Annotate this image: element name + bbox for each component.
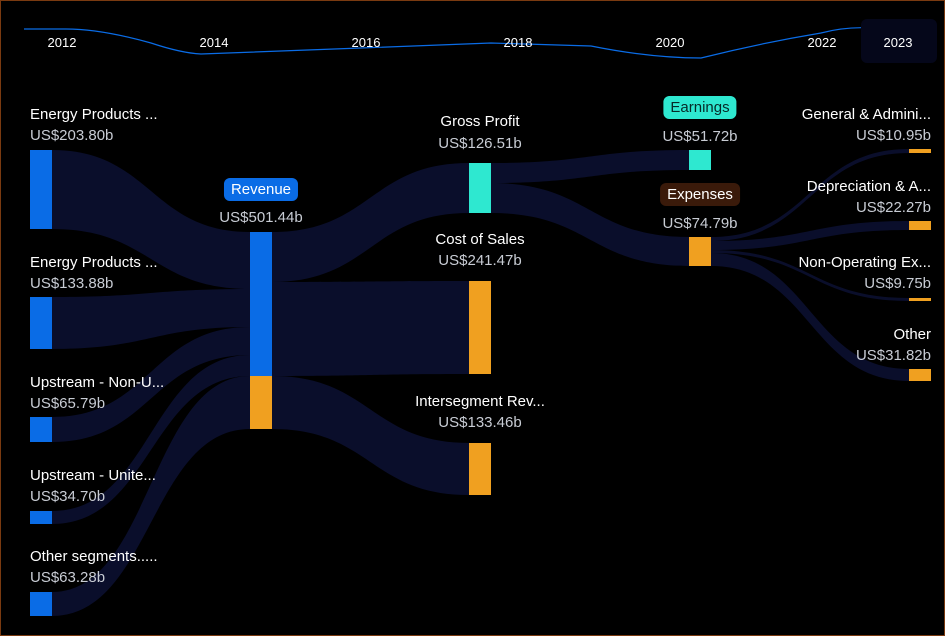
- flow-link: [711, 250, 909, 301]
- expense-item-value: US$9.75b: [864, 275, 931, 292]
- expense-item-node[interactable]: [909, 298, 931, 301]
- flow-link: [52, 150, 250, 289]
- intersegment-node[interactable]: [469, 443, 491, 495]
- source-node[interactable]: [30, 297, 52, 349]
- expense-item-node[interactable]: [909, 369, 931, 381]
- earnings-node[interactable]: [689, 150, 711, 170]
- revenue-pill: Revenue: [223, 178, 299, 201]
- expense-item-node[interactable]: [909, 221, 931, 230]
- year-2023[interactable]: 2023: [883, 35, 913, 50]
- source-label: Upstream - Non-U...: [30, 374, 165, 391]
- expense-item-node[interactable]: [909, 149, 931, 153]
- source-label: Other segments.....: [30, 548, 158, 565]
- flow-link: [52, 355, 250, 524]
- expense-item-label: General & Admini...: [801, 106, 931, 123]
- flow-links: [52, 149, 909, 616]
- source-value: US$34.70b: [30, 488, 106, 505]
- cost-of-sales-node[interactable]: [469, 281, 491, 374]
- gross-profit-value: US$126.51b: [438, 135, 522, 152]
- cost-of-sales-label: Cost of Sales: [435, 231, 525, 248]
- source-label: Energy Products ...: [30, 254, 158, 271]
- expense-item-value: US$10.95b: [855, 127, 931, 144]
- year-2016[interactable]: 2016: [351, 35, 381, 50]
- gross-profit-node[interactable]: [469, 163, 491, 213]
- intersegment-label: Intersegment Rev...: [415, 393, 545, 410]
- flow-link: [52, 376, 250, 616]
- source-label: Upstream - Unite...: [30, 467, 156, 484]
- source-value: US$63.28b: [30, 569, 106, 586]
- flow-link: [272, 163, 469, 282]
- expense-item-value: US$31.82b: [855, 347, 931, 364]
- flow-link: [272, 281, 469, 376]
- cost-of-sales-value: US$241.47b: [438, 252, 522, 269]
- expense-item-label: Depreciation & A...: [806, 178, 931, 195]
- flow-link: [711, 221, 909, 250]
- selected-year-highlight: [861, 19, 937, 63]
- flow-link: [52, 327, 250, 442]
- expense-item-label: Other: [893, 326, 931, 343]
- revenue-intersegment-node[interactable]: [250, 376, 272, 429]
- year-2018[interactable]: 2018: [503, 35, 533, 50]
- revenue-value: US$501.44b: [219, 209, 303, 226]
- revenue-node[interactable]: [250, 232, 272, 376]
- expenses-pill: Expenses: [660, 183, 740, 206]
- year-2014[interactable]: 2014: [199, 35, 229, 50]
- flow-link: [491, 183, 689, 266]
- timeline-trend-line: [24, 27, 936, 59]
- source-node[interactable]: [30, 417, 52, 442]
- expenses-value: US$74.79b: [662, 215, 738, 232]
- flow-link: [272, 376, 469, 495]
- source-node[interactable]: [30, 511, 52, 524]
- flow-link: [491, 150, 689, 183]
- earnings-pill: Earnings: [663, 96, 737, 119]
- source-value: US$203.80b: [30, 127, 114, 144]
- source-value: US$65.79b: [30, 395, 106, 412]
- gross-profit-label: Gross Profit: [440, 113, 520, 130]
- earnings-value: US$51.72b: [662, 128, 738, 145]
- source-label: Energy Products ...: [30, 106, 158, 123]
- year-2020[interactable]: 2020: [655, 35, 685, 50]
- flow-link: [52, 289, 250, 349]
- source-node[interactable]: [30, 150, 52, 229]
- intersegment-value: US$133.46b: [438, 414, 522, 431]
- flow-link: [711, 149, 909, 241]
- expenses-node[interactable]: [689, 237, 711, 266]
- year-2012[interactable]: 2012: [47, 35, 77, 50]
- flow-link: [711, 253, 909, 381]
- source-node[interactable]: [30, 592, 52, 616]
- expense-item-value: US$22.27b: [855, 199, 931, 216]
- expense-item-label: Non-Operating Ex...: [798, 254, 931, 271]
- source-value: US$133.88b: [30, 275, 114, 292]
- year-2022[interactable]: 2022: [807, 35, 837, 50]
